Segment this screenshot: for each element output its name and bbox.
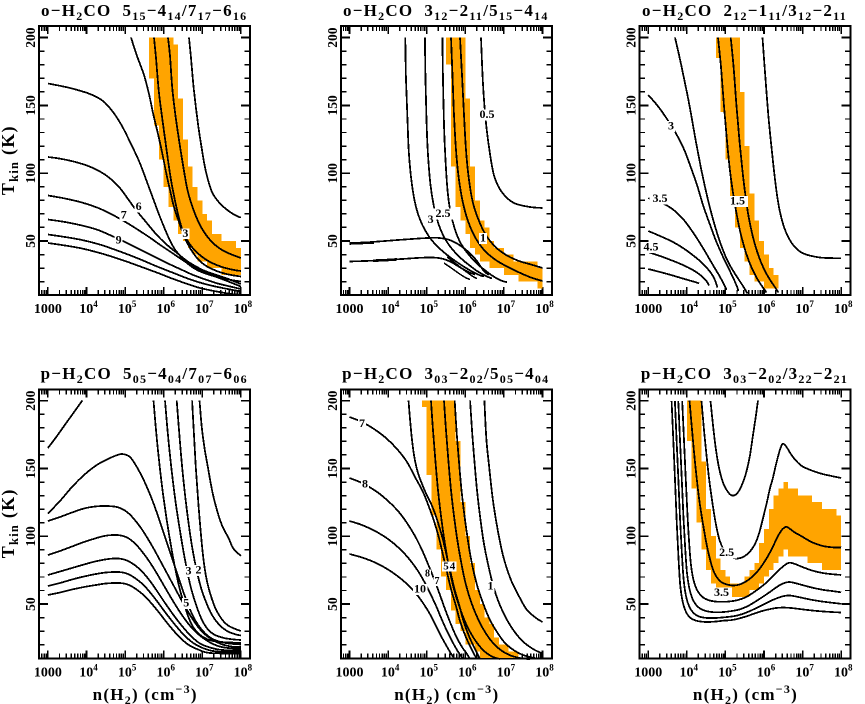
svg-text:6: 6 <box>136 199 142 213</box>
svg-text:150: 150 <box>325 95 340 116</box>
svg-text:p−H2CO 303−202/505−404: p−H2CO 303−202/505−404 <box>342 364 549 386</box>
svg-text:o−H2CO 212−111/312−211: o−H2CO 212−111/312−211 <box>642 1 847 23</box>
svg-text:200: 200 <box>23 27 38 48</box>
svg-text:150: 150 <box>624 458 639 479</box>
svg-text:1: 1 <box>480 231 486 245</box>
svg-text:p−H2CO 303−202/322−221: p−H2CO 303−202/322−221 <box>641 364 848 386</box>
svg-text:150: 150 <box>325 458 340 479</box>
svg-text:7: 7 <box>359 416 365 430</box>
svg-text:1000: 1000 <box>34 302 62 317</box>
svg-text:100: 100 <box>624 526 639 547</box>
svg-text:100: 100 <box>23 163 38 184</box>
svg-text:Tkin (K): Tkin (K) <box>0 125 21 195</box>
svg-text:50: 50 <box>325 597 340 611</box>
svg-text:5: 5 <box>443 560 449 572</box>
svg-text:3.5: 3.5 <box>714 585 729 599</box>
svg-text:100: 100 <box>325 163 340 184</box>
svg-text:p−H2CO 505−404/707−606: p−H2CO 505−404/707−606 <box>41 364 248 386</box>
svg-text:200: 200 <box>325 27 340 48</box>
svg-text:100: 100 <box>23 526 38 547</box>
svg-text:200: 200 <box>325 390 340 411</box>
svg-text:3: 3 <box>186 564 192 578</box>
svg-text:2: 2 <box>196 563 202 577</box>
svg-text:7: 7 <box>121 208 127 222</box>
svg-text:1000: 1000 <box>336 302 364 317</box>
svg-text:150: 150 <box>23 95 38 116</box>
svg-text:50: 50 <box>23 234 38 248</box>
svg-text:n(H2) (cm−3): n(H2) (cm−3) <box>693 682 798 704</box>
svg-text:100: 100 <box>624 163 639 184</box>
svg-text:1.5: 1.5 <box>730 194 745 208</box>
svg-text:3: 3 <box>428 212 434 226</box>
svg-text:o−H2CO 312−211/515−414: o−H2CO 312−211/515−414 <box>343 1 549 23</box>
svg-text:o−H2CO 515−414/717−616: o−H2CO 515−414/717−616 <box>41 1 247 23</box>
svg-text:1000: 1000 <box>336 665 364 680</box>
svg-text:1000: 1000 <box>634 302 662 317</box>
svg-text:1: 1 <box>488 579 494 593</box>
svg-text:8: 8 <box>362 477 368 491</box>
svg-text:50: 50 <box>23 597 38 611</box>
svg-text:n(H2) (cm−3): n(H2) (cm−3) <box>93 682 198 704</box>
svg-text:0.5: 0.5 <box>480 107 495 121</box>
svg-text:50: 50 <box>325 234 340 248</box>
svg-text:200: 200 <box>624 390 639 411</box>
svg-text:1000: 1000 <box>34 665 62 680</box>
svg-text:50: 50 <box>624 597 639 611</box>
svg-text:3: 3 <box>182 226 188 240</box>
svg-text:4.5: 4.5 <box>644 240 659 254</box>
svg-text:2.5: 2.5 <box>719 545 734 559</box>
svg-text:8: 8 <box>425 569 430 580</box>
svg-text:n(H2) (cm−3): n(H2) (cm−3) <box>394 682 499 704</box>
svg-text:2.5: 2.5 <box>436 206 451 220</box>
svg-text:9: 9 <box>116 233 122 247</box>
svg-text:5: 5 <box>183 596 189 610</box>
svg-text:200: 200 <box>23 390 38 411</box>
svg-text:150: 150 <box>23 458 38 479</box>
svg-text:Tkin (K): Tkin (K) <box>0 488 21 558</box>
svg-text:7: 7 <box>435 576 440 587</box>
svg-text:3.5: 3.5 <box>653 191 668 205</box>
svg-text:200: 200 <box>624 27 639 48</box>
svg-text:50: 50 <box>624 234 639 248</box>
svg-text:1000: 1000 <box>634 665 662 680</box>
svg-text:3: 3 <box>668 119 674 133</box>
svg-text:150: 150 <box>624 95 639 116</box>
svg-text:100: 100 <box>325 526 340 547</box>
svg-text:4: 4 <box>450 560 456 572</box>
svg-text:10: 10 <box>414 582 426 596</box>
